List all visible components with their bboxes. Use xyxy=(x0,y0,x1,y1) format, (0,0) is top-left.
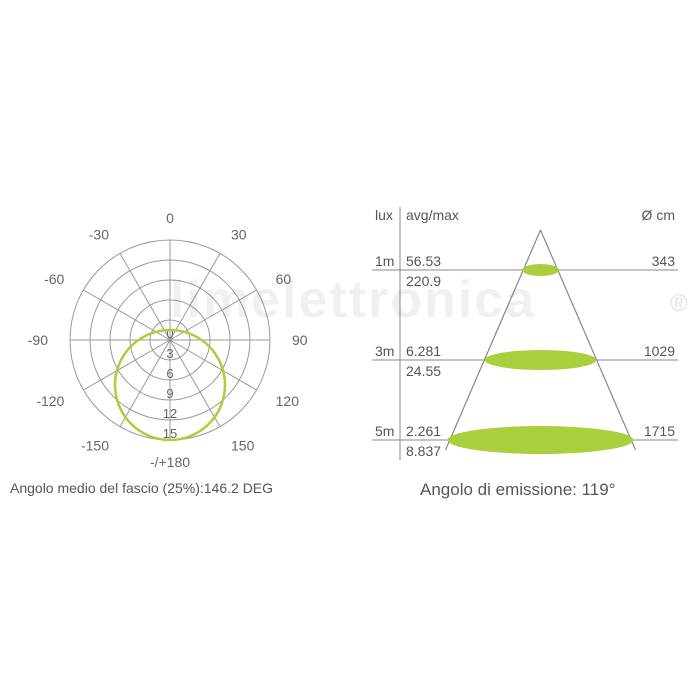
cone-header-lux: lux xyxy=(375,207,393,223)
cone-distance-label: 1m xyxy=(375,253,394,269)
polar-angle-label: 60 xyxy=(276,271,292,287)
cone-beam-ellipse xyxy=(448,426,634,454)
cone-edge-left xyxy=(446,230,541,450)
polar-grid-spoke xyxy=(170,340,257,390)
cone-avg-value: 2.261 xyxy=(406,423,441,439)
polar-angle-label: -150 xyxy=(81,438,109,454)
polar-angle-label: 90 xyxy=(292,332,308,348)
polar-angle-label: 0 xyxy=(166,210,174,226)
cone-edge-right xyxy=(541,230,636,450)
polar-angle-label: -90 xyxy=(28,332,48,348)
polar-radial-tick: 9 xyxy=(166,386,173,401)
cone-max-value: 220.9 xyxy=(406,273,441,289)
cone-header-avgmax: avg/max xyxy=(406,207,459,223)
cone-distance-label: 5m xyxy=(375,423,394,439)
cone-avg-value: 6.281 xyxy=(406,343,441,359)
cone-header-diam: Ø cm xyxy=(642,207,675,223)
cone-avg-value: 56.53 xyxy=(406,253,441,269)
polar-caption: Angolo medio del fascio (25%):146.2 DEG xyxy=(10,480,273,496)
cone-diameter-value: 1029 xyxy=(644,343,675,359)
polar-radial-tick: 0 xyxy=(166,326,173,341)
polar-angle-label: 30 xyxy=(231,226,247,242)
polar-grid-spoke xyxy=(83,340,170,390)
cone-diameter-value: 343 xyxy=(652,253,676,269)
cone-beam-ellipse xyxy=(485,350,597,370)
cone-beam-ellipse xyxy=(522,264,559,276)
polar-angle-label: -30 xyxy=(89,226,109,242)
cone-distance-label: 3m xyxy=(375,343,394,359)
cone-caption: Angolo di emissione: 119° xyxy=(420,480,616,500)
cone-max-value: 24.55 xyxy=(406,363,441,379)
polar-grid-spoke xyxy=(120,253,170,340)
polar-radial-tick: 6 xyxy=(166,366,173,381)
cone-max-value: 8.837 xyxy=(406,443,441,459)
polar-angle-label: 120 xyxy=(276,393,300,409)
polar-angle-label: 150 xyxy=(231,438,255,454)
polar-angle-label: -60 xyxy=(44,271,64,287)
polar-angle-label: -120 xyxy=(36,393,64,409)
polar-radial-tick: 3 xyxy=(166,346,173,361)
cone-diameter-value: 1715 xyxy=(644,423,675,439)
polar-grid-spoke xyxy=(170,340,220,427)
polar-grid-spoke xyxy=(170,253,220,340)
polar-radial-tick: 12 xyxy=(163,406,177,421)
polar-angle-label: -/+180 xyxy=(150,454,190,470)
